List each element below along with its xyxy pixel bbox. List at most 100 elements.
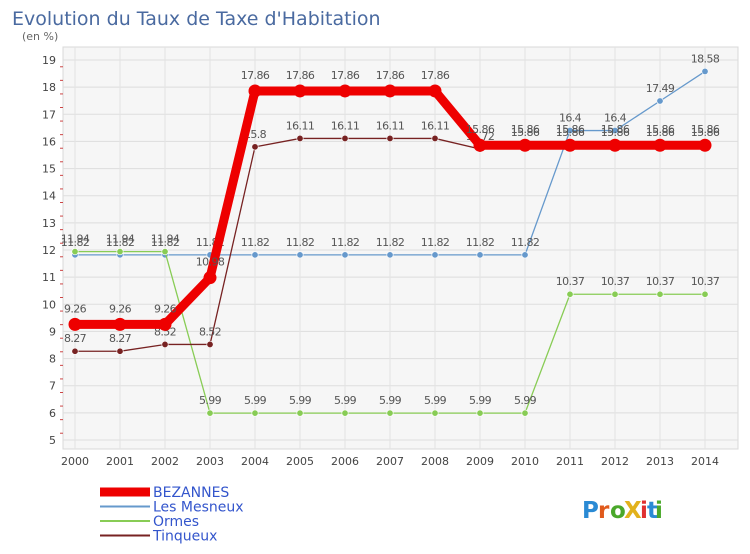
y-tick-label: 6 xyxy=(49,407,56,420)
x-tick-label: 2000 xyxy=(61,455,89,468)
data-point xyxy=(68,317,82,331)
data-label: 15.86 xyxy=(691,126,720,139)
data-label: 15.86 xyxy=(556,123,585,136)
data-point xyxy=(608,138,622,152)
data-label: 17.86 xyxy=(241,69,270,82)
data-label: 5.99 xyxy=(379,394,402,407)
x-tick-label: 2008 xyxy=(421,455,449,468)
x-tick-label: 2012 xyxy=(601,455,629,468)
data-label: 9.26 xyxy=(109,302,132,315)
data-label: 16.4 xyxy=(559,112,582,125)
legend-label: Tinqueux xyxy=(152,529,217,545)
y-tick-label: 10 xyxy=(42,298,56,311)
legend-label: Ormes xyxy=(153,514,199,530)
data-label: 10.37 xyxy=(691,275,720,288)
data-point xyxy=(71,248,79,256)
y-tick-label: 18 xyxy=(42,81,56,94)
data-point xyxy=(611,290,619,298)
data-point xyxy=(113,317,127,331)
y-tick-label: 16 xyxy=(42,135,56,148)
data-label: 10.37 xyxy=(556,275,585,288)
x-tick-label: 2004 xyxy=(241,455,269,468)
data-point xyxy=(341,409,349,417)
series-bezannes: 9.26 9.26 9.26 10.98 17.86 17.86 17.86 17.86 17.… xyxy=(64,69,720,331)
data-label: 15.86 xyxy=(601,126,630,139)
data-point xyxy=(251,143,259,151)
data-point xyxy=(656,97,664,105)
data-label: 11.94 xyxy=(151,233,180,246)
data-label: 15.86 xyxy=(466,123,495,136)
legend-label: Les Mesneux xyxy=(153,500,244,516)
data-label: 18.58 xyxy=(691,52,720,65)
y-tick-label: 14 xyxy=(42,190,56,203)
data-label: 5.99 xyxy=(424,394,447,407)
data-point xyxy=(71,347,79,355)
data-label: 11.82 xyxy=(286,236,315,249)
series-ormes: 11.94 11.94 11.94 5.99 5.99 5.99 5.99 5.99 5.99 5… xyxy=(61,233,720,417)
data-label: 17.86 xyxy=(376,69,405,82)
data-point xyxy=(116,248,124,256)
x-tick-label: 2003 xyxy=(196,455,224,468)
data-point xyxy=(296,251,304,259)
series-layer: 11.82 11.82 11.82 11.82 11.82 11.82 11.82 11.82… xyxy=(61,52,720,417)
data-point xyxy=(476,409,484,417)
data-label: 17.86 xyxy=(286,69,315,82)
data-point xyxy=(701,67,709,75)
logo-letter: t xyxy=(647,498,658,524)
data-point xyxy=(341,251,349,259)
y-tick-label: 7 xyxy=(49,380,56,393)
data-label: 5.99 xyxy=(334,394,357,407)
data-point xyxy=(698,138,712,152)
data-point xyxy=(248,84,262,98)
data-point xyxy=(431,251,439,259)
data-point xyxy=(338,84,352,98)
data-label: 11.82 xyxy=(376,236,405,249)
data-point xyxy=(476,251,484,259)
x-tick-label: 2006 xyxy=(331,455,359,468)
data-point xyxy=(653,138,667,152)
data-label: 15.86 xyxy=(691,123,720,136)
data-point xyxy=(386,409,394,417)
data-label: 17.49 xyxy=(646,82,675,95)
x-tick-label: 2002 xyxy=(151,455,179,468)
data-label: 15.86 xyxy=(511,126,540,139)
data-label: 5.99 xyxy=(199,394,222,407)
data-point xyxy=(161,248,169,256)
series-les-mesneux: 11.82 11.82 11.82 11.82 11.82 11.82 11.82 11.82… xyxy=(61,52,720,259)
x-tick-label: 2007 xyxy=(376,455,404,468)
data-label: 16.11 xyxy=(286,119,315,132)
logo-letter: P xyxy=(582,498,599,524)
data-label: 17.86 xyxy=(421,69,450,82)
data-point xyxy=(656,290,664,298)
data-label: 16.11 xyxy=(421,119,450,132)
data-label: 9.26 xyxy=(154,302,177,315)
data-point xyxy=(251,409,259,417)
y-tick-label: 11 xyxy=(42,271,56,284)
data-label: 15.86 xyxy=(646,126,675,139)
data-label: 11.82 xyxy=(241,236,270,249)
data-point xyxy=(701,290,709,298)
data-label: 8.27 xyxy=(109,332,132,345)
y-tick-label: 13 xyxy=(42,217,56,230)
x-tick-label: 2005 xyxy=(286,455,314,468)
data-point xyxy=(473,138,487,152)
data-point xyxy=(521,409,529,417)
x-tick-label: 2010 xyxy=(511,455,539,468)
data-label: 16.4 xyxy=(604,112,627,125)
data-label: 11.94 xyxy=(106,233,135,246)
y-axis-unit-label: (en %) xyxy=(22,30,58,43)
data-label: 5.99 xyxy=(469,394,492,407)
data-point xyxy=(431,134,439,142)
x-tick-label: 2001 xyxy=(106,455,134,468)
axes: 5 6 7 8 9 10 11 12 13 14 15 16 17 18 19 2000 2001 2002 200… xyxy=(42,54,719,468)
logo-letter: X xyxy=(624,498,642,524)
data-label: 11.82 xyxy=(331,236,360,249)
logo-letter: o xyxy=(610,498,626,524)
y-tick-label: 8 xyxy=(49,353,56,366)
data-point xyxy=(293,84,307,98)
data-point xyxy=(566,290,574,298)
data-label: 10.37 xyxy=(646,275,675,288)
